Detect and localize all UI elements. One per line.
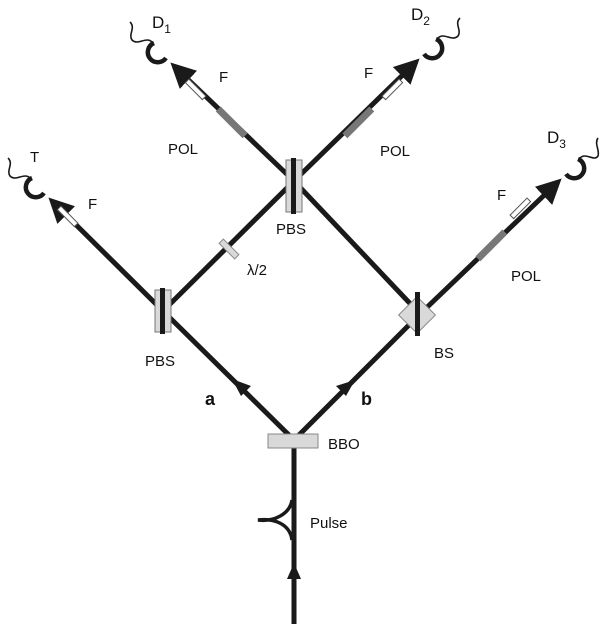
label-pbs-left: PBS: [145, 353, 175, 370]
label-filter-d2: F: [364, 65, 373, 82]
filter-d2: [381, 78, 404, 101]
label-pol-d3: POL: [511, 268, 541, 285]
beam-paths: [48, 58, 562, 624]
label-d1: D1: [152, 13, 171, 36]
label-bs: BS: [434, 345, 454, 362]
detector-d2-icon: [422, 17, 461, 61]
filter-d3: [509, 197, 532, 220]
label-filter-trigger: F: [88, 196, 97, 213]
beam-arm-a: [161, 309, 296, 442]
polarizer-d2: [342, 106, 375, 139]
pump-arrow: [287, 563, 301, 579]
label-half-wave: λ/2: [247, 262, 267, 279]
label-bbo: BBO: [328, 436, 360, 453]
beam-splitter: [397, 292, 437, 336]
label-pbs-center: PBS: [276, 221, 306, 238]
label-arm-a: a: [205, 389, 216, 409]
detector-trigger-icon: [7, 157, 46, 200]
label-filter-d3: F: [497, 187, 506, 204]
pulse-icon: [257, 499, 294, 541]
pbs-center: [285, 158, 303, 214]
label-filter-d1: F: [219, 69, 228, 86]
beam-arm-b: [292, 312, 422, 442]
label-arm-b: b: [361, 389, 372, 409]
half-wave-plate: [218, 238, 240, 260]
label-pol-d1: POL: [168, 141, 198, 158]
label-pol-d2: POL: [380, 143, 410, 160]
detector-d1-icon: [129, 21, 168, 65]
label-trigger: T: [30, 149, 39, 166]
label-pulse: Pulse: [310, 515, 348, 532]
filter-d1: [184, 78, 207, 101]
label-d3: D3: [547, 128, 566, 151]
filter-trigger: [56, 205, 79, 228]
detector-d3-icon: [564, 137, 600, 181]
polarizer-d3: [475, 229, 508, 262]
beam-bs-to-pbs2: [292, 179, 422, 316]
arm-a-arrow: [232, 379, 251, 396]
bbo-crystal: [267, 433, 319, 449]
pbs-left: [154, 288, 172, 334]
polarizer-d1: [215, 106, 248, 139]
label-d2: D2: [411, 5, 430, 28]
arm-b-arrow: [336, 380, 355, 396]
